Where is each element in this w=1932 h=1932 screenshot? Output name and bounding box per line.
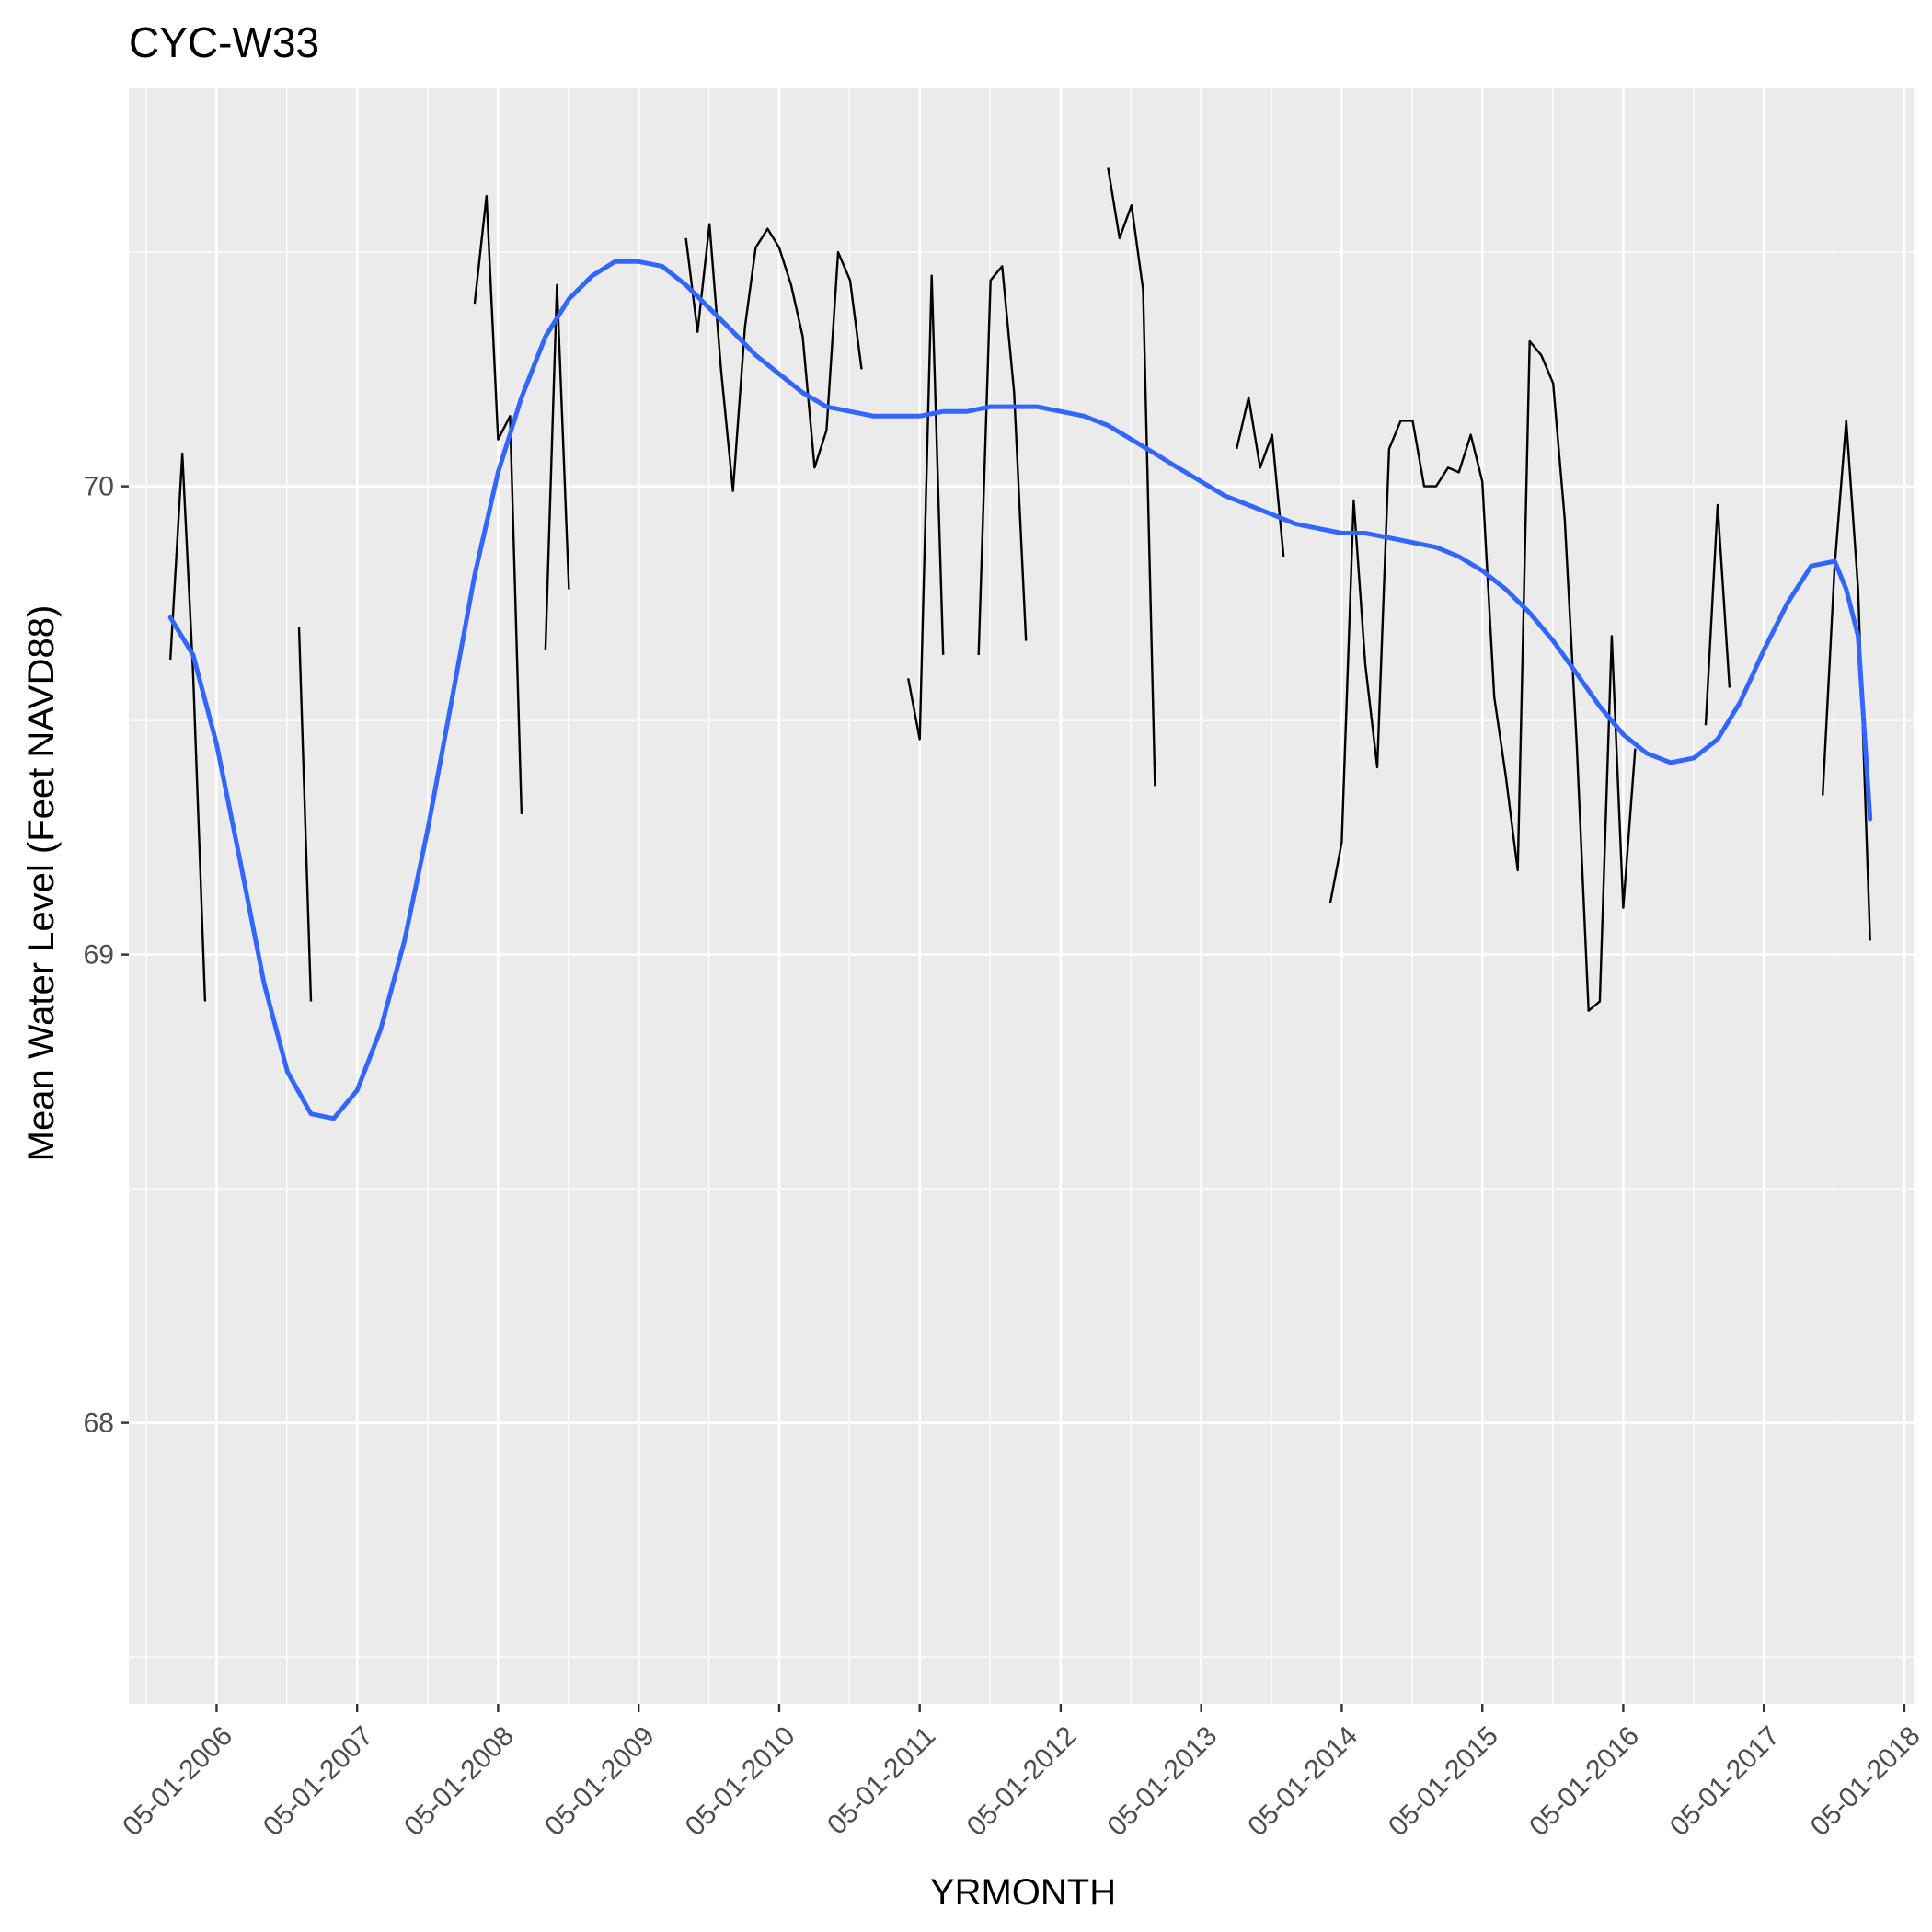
series-layer [167,167,1873,1121]
y-tick-label: 70 [84,472,114,502]
observed-line-segment [297,627,313,1002]
observed-line-segment [544,283,570,650]
y-axis: 68 69 70 [84,472,129,1439]
observed-line-segment [1704,503,1731,726]
y-tick-label: 68 [84,1409,114,1439]
observed-line-segment [1107,167,1156,787]
observed-line-segment [169,452,207,1002]
observed-line-segment [473,194,523,814]
x-axis-title: YRMONTH [930,1872,1116,1913]
plot-panel [129,88,1914,1704]
minor-gridlines [129,88,1914,1704]
y-axis-title: Mean Water Level (Feet NAVD88) [21,605,62,1162]
observed-line-segment [907,274,945,741]
observed-line-segment [1328,339,1637,1012]
observed-line-segment [1236,396,1285,558]
chart-title: CYC-W33 [129,18,319,66]
y-tick-label: 69 [84,940,114,971]
smooth-trend-line [167,259,1873,1121]
observed-line-segment [684,223,863,492]
